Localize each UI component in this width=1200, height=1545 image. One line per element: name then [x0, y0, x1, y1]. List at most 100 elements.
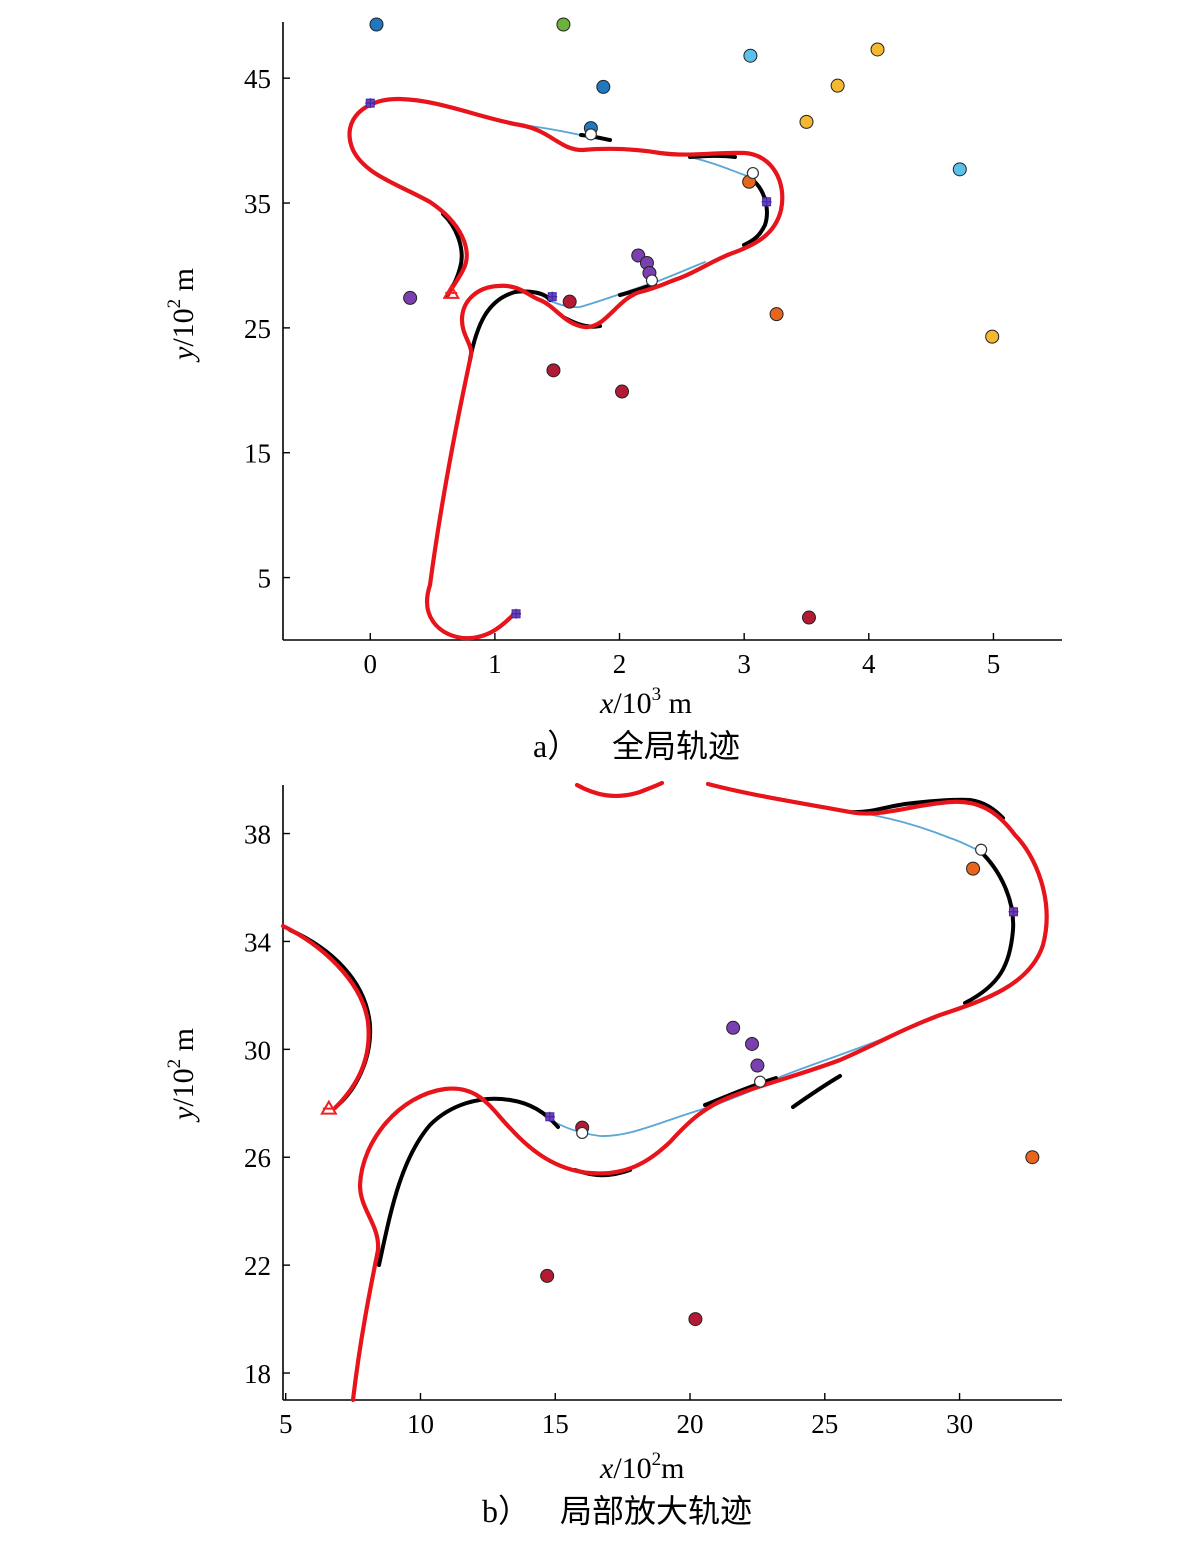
panel-a-x-tick-label: 1: [488, 649, 502, 679]
panel-b-obstacle-point: [726, 1020, 741, 1035]
panel-a-y-tick-label: 25: [244, 314, 271, 344]
panel-a-x-unit: m: [661, 687, 692, 720]
panel-a-waypoint-marker: [547, 291, 558, 302]
panel-a-waypoint-cross: [511, 608, 522, 619]
panel-b-optimized-path-left: [280, 923, 371, 1111]
panel-a-obstacle-point: [403, 290, 418, 305]
svg-text:x/103 m: x/103 m: [599, 684, 692, 720]
panel-a-y-exp: 2: [164, 299, 185, 309]
panel-b-y-tick-label: 26: [244, 1143, 271, 1173]
panel-a-y-tick-label: 35: [244, 189, 271, 219]
panel-a-end-marker: [442, 283, 461, 299]
panel-a-obstacle-point: [743, 48, 758, 63]
panel-b-y-tick-label: 18: [244, 1359, 271, 1389]
panel-a-obstacle-point: [556, 17, 571, 32]
panel-b-x-tick-label: 30: [946, 1409, 973, 1439]
panel-a-x-axis-label: x/103 m: [599, 684, 692, 720]
panel-b-obstacle-point: [1025, 1150, 1040, 1165]
panel-b-hollow-point: [754, 1075, 767, 1088]
panel-a-x-tick-label: 2: [613, 649, 627, 679]
panel-b-reference-right-turn: [963, 849, 1016, 1005]
panel-a-x-var: x: [599, 687, 614, 720]
panel-b-x-tick-label: 5: [279, 1409, 293, 1439]
panel-a-hollow-point: [584, 128, 597, 141]
panel-b-x-tick-label: 20: [677, 1409, 704, 1439]
panel-b-hollow-point: [576, 1126, 589, 1140]
panel-a-caption: a） 全局轨迹: [533, 728, 740, 764]
panel-a-obstacle-point: [801, 610, 816, 625]
panel-a-x-unit-base: /10: [613, 687, 651, 720]
svg-text:x/102m: x/102m: [599, 1449, 685, 1485]
panel-a-obstacle-point: [615, 384, 630, 399]
panel-b-y-tick-label: 34: [244, 927, 272, 957]
panel-b-obstacle-point: [966, 861, 981, 876]
panel-b-reference-left-hook: [377, 1096, 560, 1267]
panel-b-obstacle-point: [745, 1036, 760, 1051]
panel-b-y-tick-label: 38: [244, 820, 271, 850]
svg-text:y/102 m: y/102 m: [164, 1028, 200, 1123]
panel-b-x-tick-label: 10: [407, 1409, 434, 1439]
panel-b-x-tick-label: 25: [811, 1409, 838, 1439]
panel-b-optimized-path: [350, 781, 1049, 1403]
panel-a-obstacle-point: [562, 294, 577, 309]
panel-a-y-var: y: [167, 346, 200, 363]
panel-a-obstacle-point: [546, 363, 561, 378]
svg-text:y/102 m: y/102 m: [164, 268, 200, 363]
panel-b-y-tick-label: 30: [244, 1035, 271, 1065]
panel-a-obstacle-point: [369, 17, 384, 32]
panel-b-optimized-path-top: [574, 780, 665, 799]
panel-a-obstacle-point: [985, 329, 1000, 344]
panel-a-obstacle-point: [830, 78, 845, 93]
panel-a-waypoint-marker: [761, 196, 772, 207]
panel-a-x-tick-label: 0: [363, 649, 377, 679]
panel-a-caption-letter: a）: [533, 728, 579, 764]
panel-b-end-marker: [320, 1099, 338, 1115]
panel-b-x-unit: m: [661, 1452, 684, 1485]
panel-b-x-unit-base: /10: [613, 1452, 651, 1485]
panel-a-y-unit: m: [167, 268, 200, 299]
panel-a-y-tick-label: 5: [258, 564, 272, 594]
panel-a-reference-left-hook: [468, 289, 552, 361]
panel-a-x-tick-label: 4: [862, 649, 876, 679]
panel-b-obstacle-point: [750, 1058, 765, 1073]
panel-a-hollow-point: [645, 274, 659, 287]
panel-a-y-axis-label: y/102 m: [164, 268, 200, 363]
panel-a-optimized-path: [347, 96, 785, 641]
panel-b-axes: 5 10 15 20 25 30 18 22 26 30 34 38: [244, 785, 1062, 1439]
panel-a-x-tick-label: 3: [737, 649, 751, 679]
panel-b-x-tick-label: 15: [542, 1409, 569, 1439]
panel-a-waypoint-cross: [761, 196, 772, 207]
panel-b-waypoint-cross: [544, 1111, 555, 1122]
panel-b-y-var: y: [167, 1106, 200, 1123]
panel-a-waypoint-marker: [511, 608, 522, 619]
panel-b-caption-letter: b）: [482, 1493, 530, 1529]
panel-b-y-unit: m: [167, 1028, 200, 1059]
panel-b-caption: b） 局部放大轨迹: [482, 1493, 752, 1529]
panel-b-obstacle-point: [540, 1268, 555, 1283]
panel-a-hollow-point: [746, 166, 759, 180]
panel-b-reference-mid: [703, 1074, 842, 1109]
panel-a-obstacle-point: [952, 162, 967, 177]
panel-a-obstacle-point: [769, 307, 784, 322]
panel-a-x-tick-label: 5: [987, 649, 1001, 679]
panel-b-obstacle-point: [688, 1312, 703, 1327]
panel-a-x-exp: 3: [652, 684, 662, 705]
panel-a-obstacle-point: [596, 79, 611, 94]
panel-b-y-tick-label: 22: [244, 1251, 271, 1281]
panel-b-y-unit-base: /10: [167, 1068, 200, 1106]
panel-a-obstacle-point: [799, 114, 814, 129]
panel-b-connector-lower: [545, 1037, 886, 1137]
panel-b-reference-top-right: [848, 797, 1005, 820]
panel-b-x-exp: 2: [652, 1449, 662, 1470]
panel-b-y-exp: 2: [164, 1059, 185, 1069]
panel-a-paths: [347, 96, 785, 641]
panel-a-y-unit-base: /10: [167, 308, 200, 346]
panel-b-y-axis-label: y/102 m: [164, 1028, 200, 1123]
panel-b-waypoint-marker: [544, 1111, 555, 1122]
panel-b-hollow-point: [975, 843, 988, 856]
panel-a-waypoint-cross: [365, 98, 376, 109]
